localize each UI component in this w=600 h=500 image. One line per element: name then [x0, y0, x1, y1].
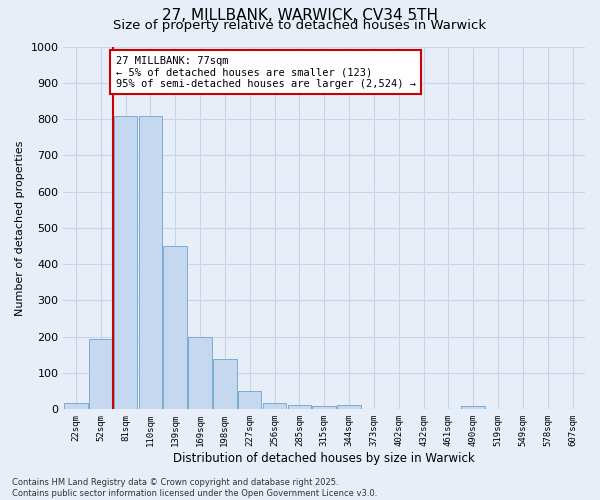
X-axis label: Distribution of detached houses by size in Warwick: Distribution of detached houses by size … — [173, 452, 475, 465]
Bar — [461, 406, 485, 410]
Text: 27, MILLBANK, WARWICK, CV34 5TH: 27, MILLBANK, WARWICK, CV34 5TH — [162, 8, 438, 22]
Bar — [64, 403, 88, 409]
Bar — [89, 338, 112, 409]
Bar — [114, 116, 137, 410]
Bar — [213, 358, 236, 410]
Text: Contains HM Land Registry data © Crown copyright and database right 2025.
Contai: Contains HM Land Registry data © Crown c… — [12, 478, 377, 498]
Bar — [238, 391, 262, 409]
Y-axis label: Number of detached properties: Number of detached properties — [15, 140, 25, 316]
Text: 27 MILLBANK: 77sqm
← 5% of detached houses are smaller (123)
95% of semi-detache: 27 MILLBANK: 77sqm ← 5% of detached hous… — [116, 56, 416, 89]
Bar — [337, 405, 361, 409]
Bar — [287, 404, 311, 409]
Bar — [163, 246, 187, 410]
Bar — [139, 116, 162, 410]
Bar — [313, 406, 336, 409]
Bar — [263, 403, 286, 409]
Text: Size of property relative to detached houses in Warwick: Size of property relative to detached ho… — [113, 18, 487, 32]
Bar — [188, 337, 212, 409]
